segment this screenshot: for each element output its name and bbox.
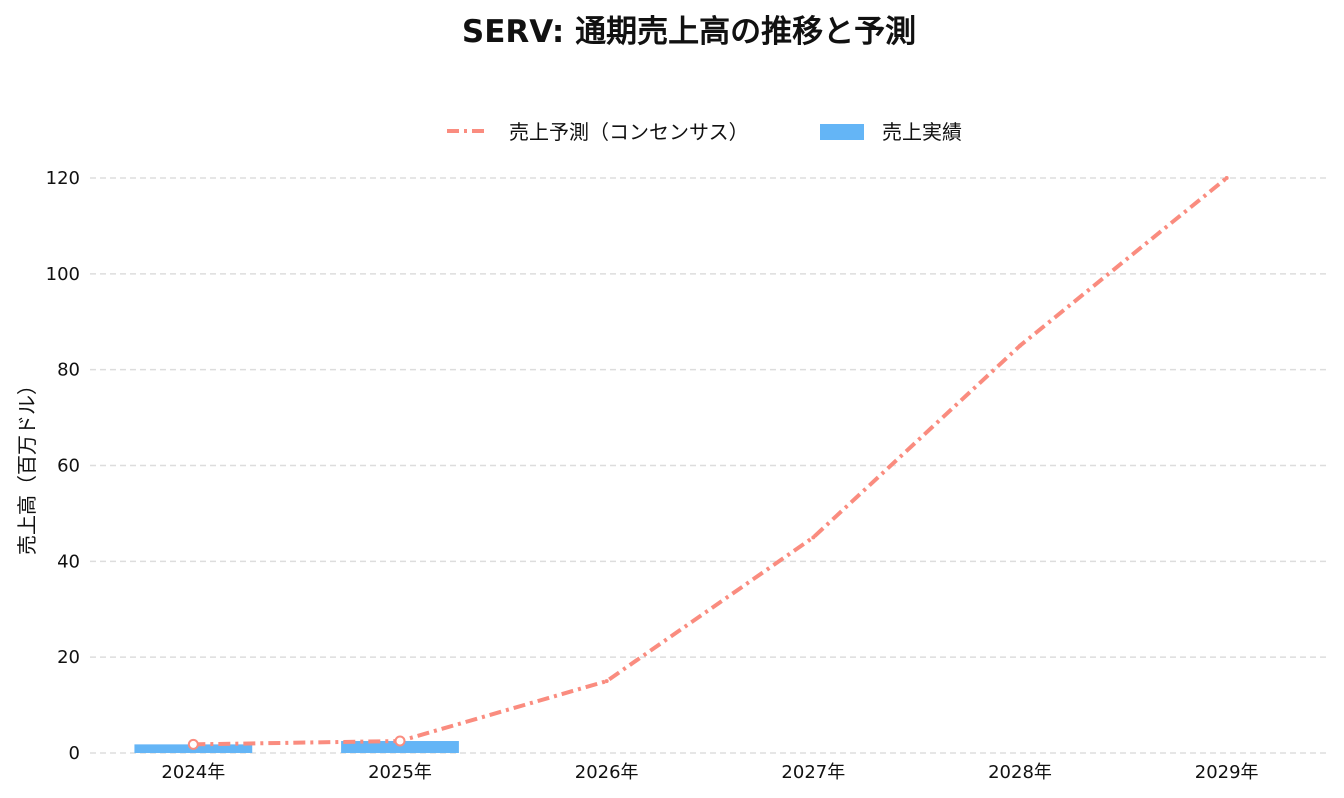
y-tick-label-5: 100 (46, 264, 80, 285)
legend-item-actual: 売上実績 (820, 120, 962, 144)
gridlines (90, 177, 1330, 754)
x-tick-label-2: 2026年 (575, 762, 639, 783)
forecast-point-4 (1018, 343, 1022, 348)
forecast-point-2 (604, 679, 609, 684)
y-tick-label-0: 0 (69, 743, 80, 764)
legend-label-forecast: 売上予測（コンセンサス） (509, 120, 749, 144)
y-tick-label-3: 60 (57, 456, 80, 477)
bar-actual-1 (341, 741, 459, 753)
x-tick-label-5: 2029年 (1195, 762, 1259, 783)
legend-item-forecast: 売上予測（コンセンサス） (447, 120, 749, 144)
chart-title: SERV: 通期売上高の推移と予測 (462, 14, 916, 50)
forecast-point-0 (187, 738, 199, 750)
forecast-point-1 (394, 735, 406, 747)
x-tick-label-4: 2028年 (988, 762, 1052, 783)
y-tick-label-1: 20 (57, 647, 80, 668)
x-axis-ticks: 2024年 2025年 2026年 2027年 2028年 2029年 (161, 762, 1258, 783)
y-tick-label-6: 120 (46, 168, 80, 189)
x-tick-label-3: 2027年 (781, 762, 845, 783)
x-tick-label-1: 2025年 (368, 762, 432, 783)
y-axis-ticks: 0 20 40 60 80 100 120 (46, 168, 80, 764)
forecast-line (193, 176, 1228, 747)
legend-bar-swatch (820, 124, 864, 140)
x-tick-label-0: 2024年 (161, 762, 225, 783)
forecast-point-3 (811, 535, 816, 540)
legend-label-actual: 売上実績 (882, 120, 962, 144)
line-series (187, 176, 1229, 750)
y-tick-label-4: 80 (57, 360, 80, 381)
y-tick-label-2: 40 (57, 551, 80, 572)
forecast-point-5 (1224, 176, 1229, 180)
legend: 売上予測（コンセンサス） 売上実績 (447, 120, 962, 144)
y-axis-label: 売上高（百万ドル） (15, 375, 39, 555)
